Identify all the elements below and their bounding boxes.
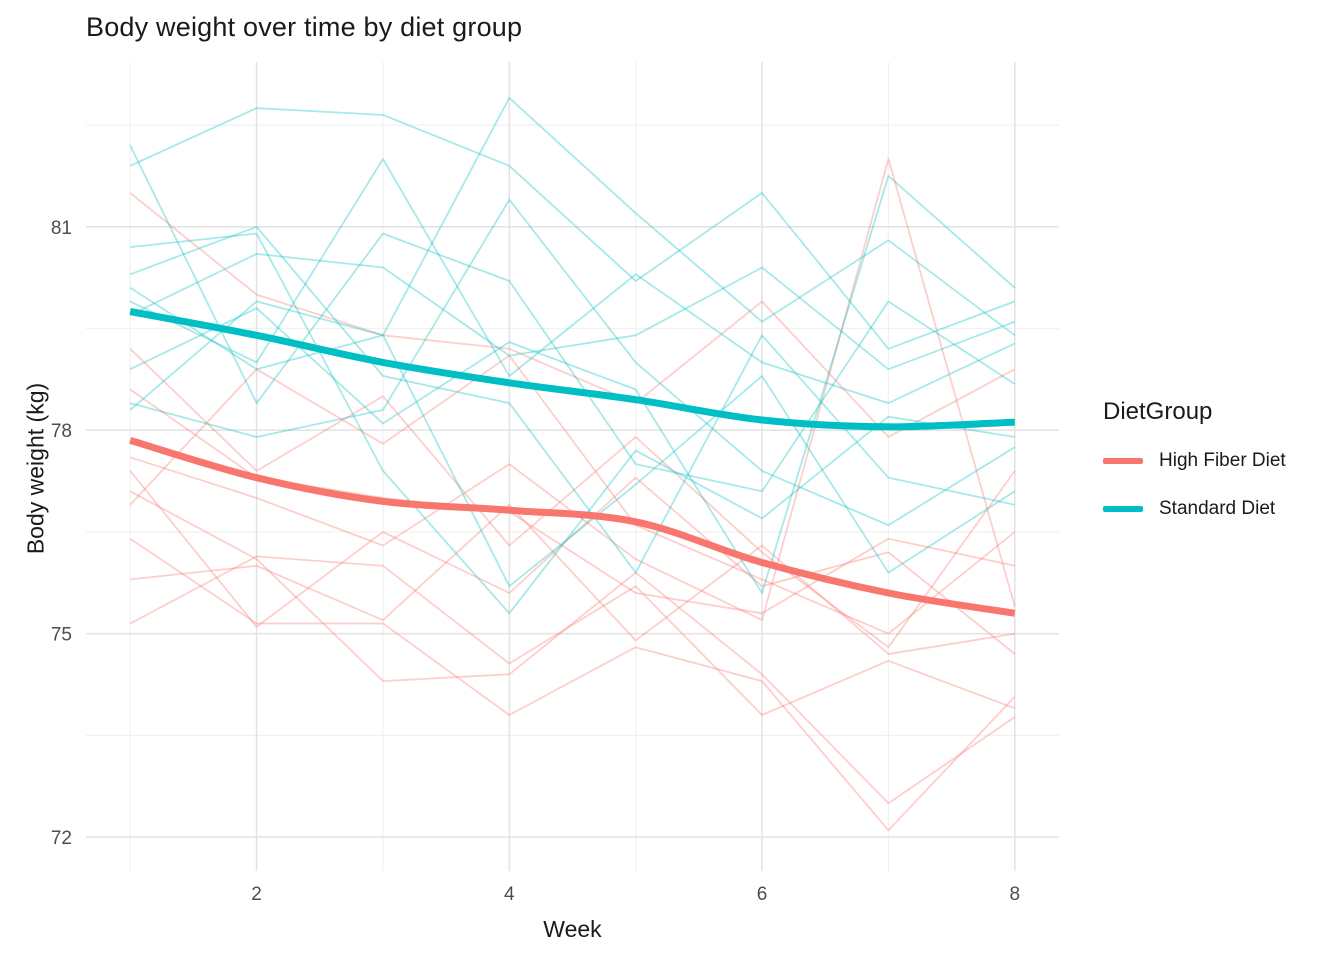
x-tick-label: 6 [757,884,768,905]
high-fiber-key-line [1103,458,1143,464]
trend-line-high_fiber [129,437,1016,617]
subject-line-high_fiber [129,348,1016,649]
subject-line-standard [129,97,1016,411]
legend: DietGroup High Fiber Diet Standard Diet [1103,398,1343,546]
y-tick-label: 72 [51,828,72,849]
x-tick-label: 4 [504,884,515,905]
x-tick-label: 8 [1010,884,1021,905]
y-tick-label: 75 [51,625,72,646]
legend-entry-high-fiber: High Fiber Diet [1103,450,1343,472]
subject-line-standard [129,174,1016,594]
subject-line-standard [129,287,1016,588]
trend-line-standard [129,308,1015,431]
subject-line-high_fiber [129,192,1016,438]
subject-line-high_fiber [129,470,1016,655]
subject-line-standard [129,107,1016,350]
subject-line-high_fiber [129,354,1016,635]
subject-line-standard [129,198,1016,527]
y-tick-label: 78 [51,421,72,442]
x-tick-label: 2 [251,884,262,905]
legend-label-standard: Standard Diet [1159,498,1276,519]
subject-line-high_fiber [129,537,1016,832]
subject-line-standard [129,158,1016,405]
x-axis-title: Week [543,916,602,942]
subject-line-high_fiber [129,388,1015,615]
y-axis-title: Body weight (kg) [22,382,49,555]
subject-line-standard [130,232,1015,615]
y-tick-label: 81 [51,218,72,239]
chart-title: Body weight over time by diet group [86,12,523,42]
legend-title: DietGroup [1103,398,1213,425]
standard-key-line [1103,506,1143,512]
subject-line-standard [129,252,1016,371]
legend-label-high-fiber: High Fiber Diet [1159,450,1286,471]
subject-line-high_fiber [129,555,1016,716]
subject-line-standard [129,145,1016,493]
subject-line-high_fiber [130,503,1015,655]
legend-entry-standard: Standard Diet [1103,498,1343,520]
subject-line-standard [129,225,1015,574]
subject-line-high_fiber [129,490,1016,805]
